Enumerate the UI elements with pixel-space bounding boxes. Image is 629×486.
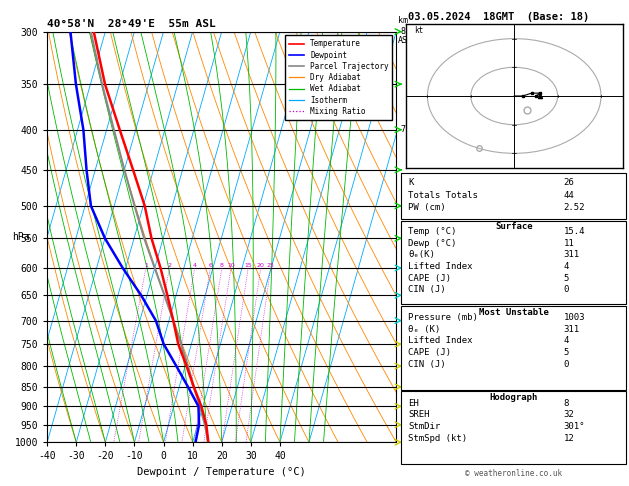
- FancyBboxPatch shape: [401, 174, 626, 219]
- Text: Hodograph: Hodograph: [490, 393, 538, 402]
- Text: 12: 12: [564, 434, 574, 443]
- Text: Lifted Index: Lifted Index: [408, 336, 472, 345]
- Text: Pressure (mb): Pressure (mb): [408, 313, 478, 322]
- Text: 11: 11: [564, 239, 574, 248]
- Text: © weatheronline.co.uk: © weatheronline.co.uk: [465, 469, 562, 478]
- Text: StmSpd (kt): StmSpd (kt): [408, 434, 467, 443]
- Text: Most Unstable: Most Unstable: [479, 308, 549, 316]
- Text: ASL: ASL: [398, 35, 413, 45]
- Text: 40°58'N  28°49'E  55m ASL: 40°58'N 28°49'E 55m ASL: [47, 19, 216, 30]
- Text: 44: 44: [564, 191, 574, 200]
- Text: 2: 2: [401, 382, 406, 391]
- Text: 03.05.2024  18GMT  (Base: 18): 03.05.2024 18GMT (Base: 18): [408, 12, 589, 22]
- Text: 2.52: 2.52: [564, 203, 585, 212]
- Text: Temp (°C): Temp (°C): [408, 227, 457, 236]
- Text: 8: 8: [401, 27, 406, 36]
- Text: 6: 6: [208, 263, 213, 268]
- Text: Surface: Surface: [495, 222, 533, 231]
- X-axis label: Dewpoint / Temperature (°C): Dewpoint / Temperature (°C): [137, 467, 306, 477]
- Text: θₑ(K): θₑ(K): [408, 250, 435, 260]
- Text: 3: 3: [401, 362, 406, 371]
- Text: 8: 8: [220, 263, 224, 268]
- Text: 4: 4: [401, 316, 406, 325]
- Text: 4: 4: [192, 263, 197, 268]
- FancyBboxPatch shape: [401, 306, 626, 390]
- Text: 0: 0: [564, 360, 569, 369]
- Text: 0: 0: [564, 285, 569, 295]
- Text: K: K: [408, 178, 413, 187]
- Text: Lifted Index: Lifted Index: [408, 262, 472, 271]
- Text: 26: 26: [564, 178, 574, 187]
- Text: θₑ (K): θₑ (K): [408, 325, 440, 333]
- Text: 2: 2: [167, 263, 172, 268]
- Text: 1003: 1003: [564, 313, 585, 322]
- Text: 10: 10: [227, 263, 235, 268]
- Text: CAPE (J): CAPE (J): [408, 274, 451, 283]
- Text: Dewp (°C): Dewp (°C): [408, 239, 457, 248]
- Text: kt: kt: [415, 26, 424, 35]
- Text: 25: 25: [267, 263, 275, 268]
- Text: StmDir: StmDir: [408, 422, 440, 431]
- Text: 301°: 301°: [564, 422, 585, 431]
- Text: 4: 4: [564, 336, 569, 345]
- Text: 5: 5: [564, 348, 569, 357]
- Text: CAPE (J): CAPE (J): [408, 348, 451, 357]
- Text: 4: 4: [564, 262, 569, 271]
- Text: Totals Totals: Totals Totals: [408, 191, 478, 200]
- FancyBboxPatch shape: [401, 221, 626, 304]
- Text: km: km: [398, 17, 408, 25]
- Text: 1: 1: [144, 263, 148, 268]
- Text: 15.4: 15.4: [564, 227, 585, 236]
- Text: SREH: SREH: [408, 411, 430, 419]
- Text: 311: 311: [564, 250, 579, 260]
- Text: 6: 6: [401, 201, 406, 210]
- Text: CIN (J): CIN (J): [408, 285, 446, 295]
- Legend: Temperature, Dewpoint, Parcel Trajectory, Dry Adiabat, Wet Adiabat, Isotherm, Mi: Temperature, Dewpoint, Parcel Trajectory…: [285, 35, 392, 120]
- Text: CIN (J): CIN (J): [408, 360, 446, 369]
- Text: 1: 1: [401, 402, 406, 411]
- FancyBboxPatch shape: [401, 391, 626, 464]
- Text: 7: 7: [401, 125, 406, 134]
- Text: 5: 5: [401, 263, 406, 273]
- Text: EH: EH: [408, 399, 419, 408]
- Text: Mixing Ratio (g/kg): Mixing Ratio (g/kg): [416, 190, 425, 284]
- Text: 5: 5: [564, 274, 569, 283]
- Text: 32: 32: [564, 411, 574, 419]
- Text: hPa: hPa: [12, 232, 30, 242]
- Text: 15: 15: [244, 263, 252, 268]
- Text: PW (cm): PW (cm): [408, 203, 446, 212]
- Text: 20: 20: [257, 263, 265, 268]
- Text: 311: 311: [564, 325, 579, 333]
- Text: 8: 8: [564, 399, 569, 408]
- Text: LCL: LCL: [401, 424, 415, 433]
